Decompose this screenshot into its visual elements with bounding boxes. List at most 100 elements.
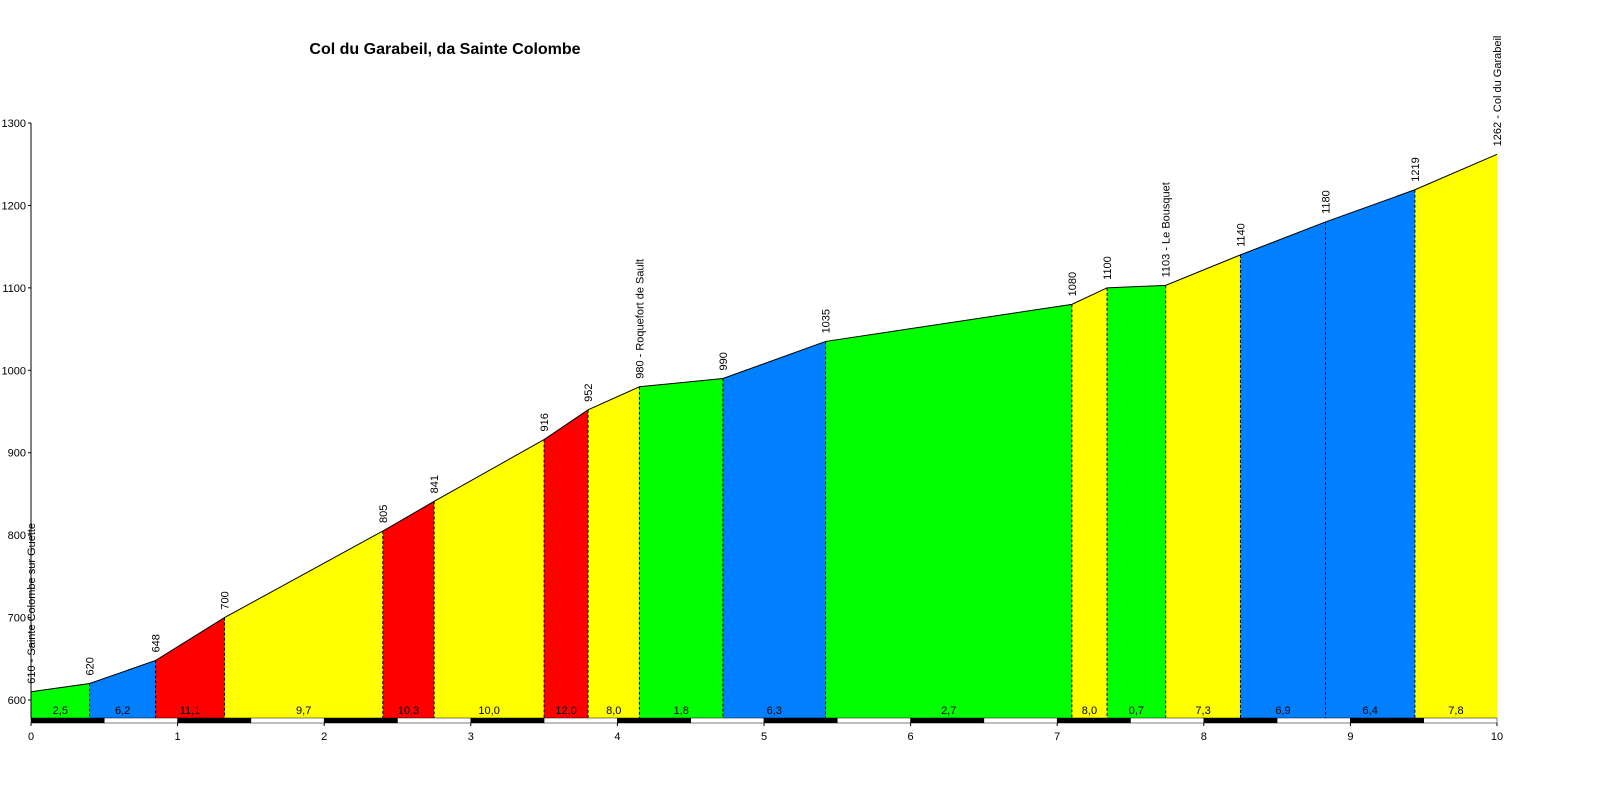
altitude-label: 1080 [1067,272,1079,296]
slope-label: 10,3 [398,705,419,717]
slope-label: 11,1 [180,705,201,717]
slope-label: 6,4 [1363,705,1378,717]
slope-label: 10,0 [478,705,499,717]
distance-scale-block [617,717,691,724]
x-tick-label: 1 [175,731,181,743]
x-tick-label: 6 [908,731,914,743]
slope-label: 2,5 [53,705,68,717]
slope-label: 2,7 [941,705,956,717]
distance-scale-block [1276,717,1351,724]
altitude-label: 916 [539,413,551,431]
slope-label: 0,7 [1129,705,1144,717]
distance-scale-block [690,717,765,724]
x-tick-label: 10 [1491,731,1503,743]
segment-area [155,617,225,718]
slope-labels: 2,5 6,2 11,1 9,7 10,3 10,0 12,0 8,0 1,8 6,3 2,7 8,0… [53,705,1464,717]
altitude-label: 1219 [1410,157,1422,181]
distance-scale-block [1130,717,1205,724]
y-tick-label: 1300 [2,118,26,130]
distance-scale-block [1350,717,1424,724]
segment-area [31,683,90,718]
segment-area [1325,189,1415,718]
y-tick-label: 1000 [2,365,26,377]
y-tick-label: 900 [8,448,26,460]
segment-dividers [89,189,1416,718]
altitude-label: 841 [429,475,441,493]
segment-area [1071,287,1108,718]
altitude-label: 700 [220,591,232,609]
distance-scale-block [763,717,838,724]
altitude-label: 1100 [1102,256,1114,280]
x-tick-label: 5 [761,731,767,743]
segment-area [588,386,640,718]
altitude-label: 620 [85,657,97,675]
y-tick-label: 800 [8,530,26,542]
y-tick-label: 700 [8,613,26,625]
slope-label: 8,0 [1082,705,1097,717]
distance-scale-block [983,717,1058,724]
slope-label: 9,7 [296,705,311,717]
y-tick-label: 1200 [2,200,26,212]
altitude-label: 1180 [1320,190,1332,214]
distance-scale-block [1203,717,1278,724]
altitude-label: 1262 - Col du Garabeil [1492,36,1504,147]
y-axis: 600 700 800 900 1000 1100 1200 1300 [2,118,32,718]
altitude-label: 805 [378,505,390,523]
distance-scale-block [397,717,472,724]
segment-area [825,304,1072,718]
x-tick-label: 0 [28,731,34,743]
slope-label: 1,8 [674,705,689,717]
segment-area [224,531,383,718]
distance-scale-block [543,717,618,724]
segment-area [1107,285,1166,718]
distance-scale-block [323,717,398,724]
altitude-label: 610 - Sainte Colombe sur Guette [26,523,38,684]
segment-area [722,341,826,718]
segment-area [544,409,589,718]
altitude-labels: 610 - Sainte Colombe sur Guette 620 648 700… [26,36,1504,684]
distance-scale-block [30,717,105,724]
altitude-label: 1140 [1235,223,1247,247]
x-tick-label: 2 [321,731,327,743]
x-tick-label: 7 [1054,731,1060,743]
segment-area [89,660,156,718]
distance-scale-block [250,717,325,724]
distance-scale-block [837,717,911,724]
slope-label: 12,0 [555,705,576,717]
altitude-label: 648 [151,634,163,652]
x-tick-label: 3 [468,731,474,743]
segment-area [639,378,723,718]
segment-area [1240,221,1326,718]
altitude-label: 1103 - Le Bousquet [1161,182,1173,277]
slope-label: 8,0 [606,705,621,717]
distance-scale-block [910,717,985,724]
distance-scale-block [177,717,252,724]
slope-label: 7,8 [1448,705,1463,717]
slope-label: 6,3 [767,705,782,717]
y-tick-label: 600 [8,695,26,707]
segment-area [1414,154,1497,718]
altitude-label: 990 [718,352,730,370]
slope-label: 6,9 [1275,705,1290,717]
altitude-label: 1035 [821,309,833,333]
distance-scale-block [1056,717,1131,724]
altitude-label: 952 [583,383,595,401]
slope-label: 7,3 [1195,705,1210,717]
profile-segments [31,154,1497,718]
slope-label: 6,2 [115,705,130,717]
distance-scale-block [470,717,545,724]
x-axis: 0 1 2 3 4 5 6 7 8 9 10 [28,717,1503,743]
altitude-label: 980 - Roquefort de Sault [634,259,646,379]
chart-title: Col du Garabeil, da Sainte Colombe [309,41,580,58]
segment-area [434,439,545,718]
x-tick-label: 9 [1347,731,1353,743]
x-tick-label: 4 [614,731,620,743]
distance-scale-block [104,717,178,724]
profile-line [30,153,1498,693]
distance-scale-block [1423,717,1498,724]
segment-area [1165,254,1241,718]
y-tick-label: 1100 [2,283,26,295]
segment-area [382,501,435,718]
x-tick-label: 8 [1201,731,1207,743]
